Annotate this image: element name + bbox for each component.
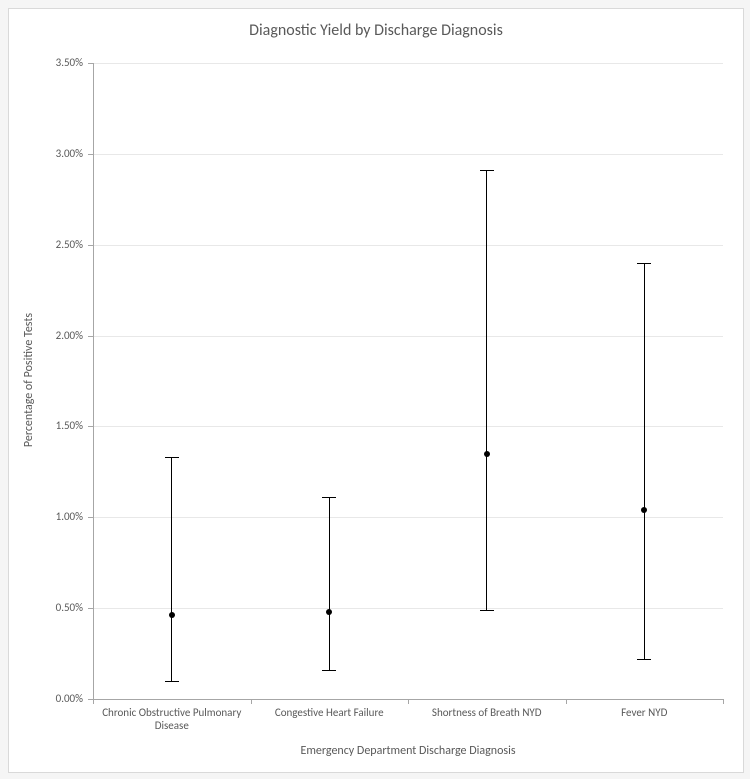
- errorbar-line: [486, 170, 487, 610]
- data-marker: [641, 507, 647, 513]
- errorbar-cap-top: [322, 497, 336, 498]
- x-tick-mark: [93, 699, 94, 704]
- y-axis-title: Percentage of Positive Tests: [22, 62, 36, 698]
- gridline: [93, 517, 723, 518]
- chart-inner-panel: Diagnostic Yield by Discharge Diagnosis 0…: [8, 8, 744, 773]
- errorbar-cap-top: [165, 457, 179, 458]
- x-tick-label: Congestive Heart Failure: [254, 707, 404, 720]
- x-tick-mark: [251, 699, 252, 704]
- x-axis-title: Emergency Department Discharge Diagnosis: [93, 744, 723, 758]
- gridline: [93, 608, 723, 609]
- errorbar-cap-bottom: [165, 681, 179, 682]
- x-tick-label: Shortness of Breath NYD: [412, 707, 562, 720]
- chart-outer-frame: Diagnostic Yield by Discharge Diagnosis 0…: [0, 0, 750, 779]
- x-tick-mark: [566, 699, 567, 704]
- errorbar-cap-top: [637, 263, 651, 264]
- data-marker: [169, 612, 175, 618]
- x-tick-label: Fever NYD: [569, 707, 719, 720]
- gridline: [93, 336, 723, 337]
- gridline: [93, 245, 723, 246]
- x-tick-mark: [723, 699, 724, 704]
- gridline: [93, 63, 723, 64]
- data-marker: [326, 609, 332, 615]
- errorbar-line: [171, 457, 172, 681]
- errorbar-cap-top: [480, 170, 494, 171]
- errorbar-cap-bottom: [637, 659, 651, 660]
- x-tick-label: Chronic Obstructive Pulmonary Disease: [97, 707, 247, 732]
- errorbar-line: [329, 497, 330, 670]
- data-marker: [484, 451, 490, 457]
- x-tick-mark: [408, 699, 409, 704]
- gridline: [93, 426, 723, 427]
- gridline: [93, 154, 723, 155]
- y-axis-line: [93, 63, 94, 699]
- errorbar-cap-bottom: [480, 610, 494, 611]
- errorbar-line: [644, 263, 645, 659]
- chart-title: Diagnostic Yield by Discharge Diagnosis: [9, 21, 743, 40]
- plot-area: 0.00%0.50%1.00%1.50%2.00%2.50%3.00%3.50%…: [93, 63, 723, 699]
- errorbar-cap-bottom: [322, 670, 336, 671]
